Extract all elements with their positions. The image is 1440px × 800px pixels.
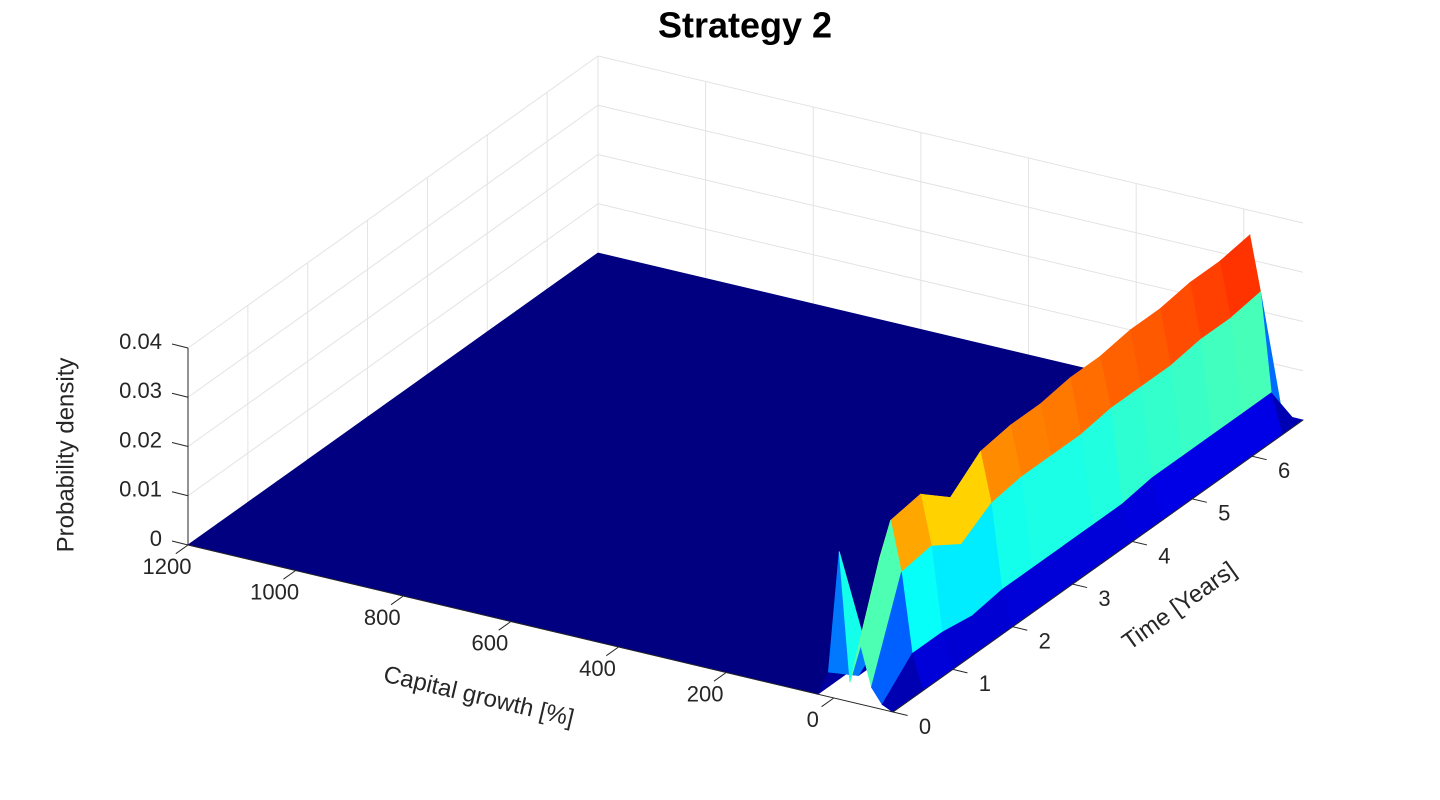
z-tick-label: 0.02 xyxy=(119,427,162,452)
y-tick xyxy=(1012,626,1028,631)
y-tick xyxy=(952,668,968,674)
y-tick xyxy=(1132,541,1148,546)
y-tick-label: 0 xyxy=(919,714,931,739)
y-tick xyxy=(1252,455,1267,461)
z-tick xyxy=(171,540,189,546)
x-tick-label: 200 xyxy=(687,681,724,706)
z-tick-label: 0.01 xyxy=(119,477,162,502)
x-tick xyxy=(606,646,619,657)
y-tick-label: 6 xyxy=(1278,458,1290,483)
x-tick xyxy=(283,570,296,580)
y-tick-label: 5 xyxy=(1218,501,1230,526)
x-tick-label: 0 xyxy=(807,707,819,732)
grid-line xyxy=(187,203,599,497)
y-axis xyxy=(892,419,1304,713)
y-tick xyxy=(892,711,908,716)
z-tick-label: 0 xyxy=(150,526,162,551)
y-tick-label: 3 xyxy=(1098,586,1110,611)
x-tick-label: 1200 xyxy=(143,554,192,579)
z-tick xyxy=(171,343,189,349)
x-tick-label: 400 xyxy=(579,656,616,681)
x-axis xyxy=(187,544,894,713)
y-tick-label: 4 xyxy=(1158,543,1170,568)
x-tick xyxy=(821,697,835,708)
z-tick xyxy=(171,491,189,497)
grid-line xyxy=(187,154,599,447)
z-tick xyxy=(171,442,189,447)
grid-line xyxy=(187,55,599,349)
y-axis-label: Time [Years] xyxy=(1117,557,1241,656)
y-tick-label: 2 xyxy=(1039,629,1051,654)
y-tick xyxy=(1072,583,1088,589)
z-tick-label: 0.03 xyxy=(119,378,162,403)
grid-line xyxy=(187,104,599,398)
grid-line xyxy=(597,55,1304,224)
z-tick xyxy=(171,392,189,398)
y-tick-label: 1 xyxy=(979,671,991,696)
x-tick-label: 1000 xyxy=(250,579,299,604)
x-tick-label: 600 xyxy=(472,630,509,655)
z-tick-label: 0.04 xyxy=(119,329,162,354)
x-tick xyxy=(498,621,512,631)
x-tick-label: 800 xyxy=(364,605,401,630)
chart-title: Strategy 2 xyxy=(658,5,832,46)
x-axis-label: Capital growth [%] xyxy=(381,661,577,732)
x-tick xyxy=(713,672,727,682)
grid-line xyxy=(597,104,1304,273)
x-tick xyxy=(390,595,404,606)
y-tick xyxy=(1192,498,1207,503)
x-tick xyxy=(175,544,189,555)
z-axis-label: Probability density xyxy=(52,358,79,553)
